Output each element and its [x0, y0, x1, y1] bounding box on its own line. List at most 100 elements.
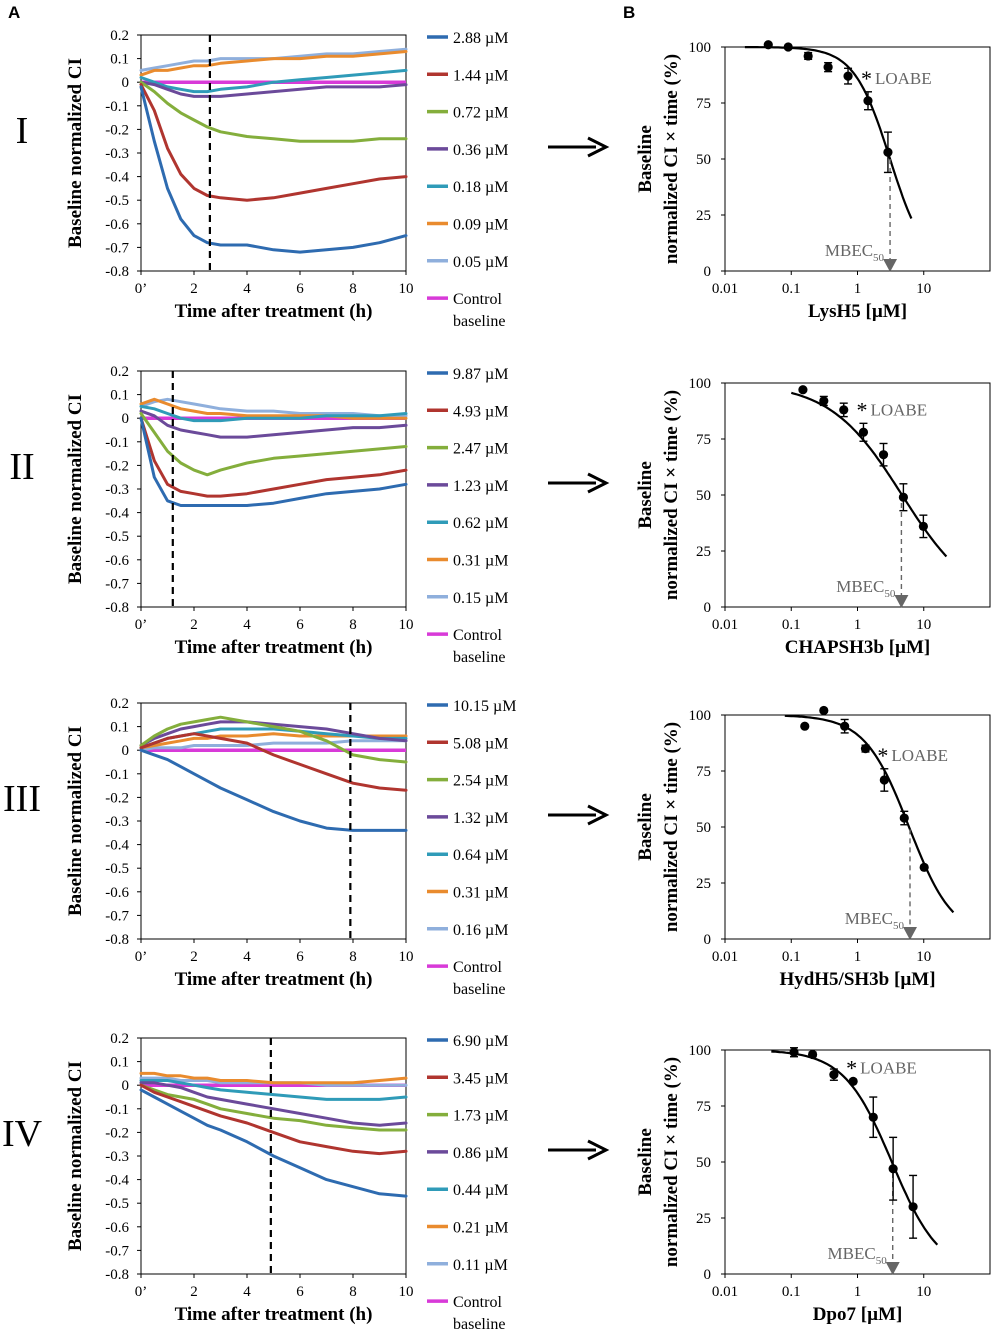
x-tick-label: 10 — [916, 617, 931, 633]
series-line — [139, 1083, 408, 1156]
dose-response-chart: 0 25 50 75 100 0.01 0.1 1 10 HydH5/SH3b [µM] Basel… — [635, 705, 991, 990]
x-tick-label: 1 — [854, 617, 862, 633]
x-tick-label: 10 — [399, 949, 414, 965]
y-tick-label: -0.7 — [105, 1243, 129, 1259]
y-tick-label: 50 — [696, 152, 711, 168]
legend-label: 0.36 µM — [453, 142, 508, 159]
x-tick-label: 6 — [296, 949, 304, 965]
series-line — [139, 1079, 408, 1101]
y-tick-label: 0 — [704, 932, 712, 948]
series-line — [139, 80, 408, 98]
y-tick-label: 100 — [689, 1043, 712, 1059]
series-line — [139, 409, 408, 439]
y-tick-label: -0.4 — [105, 838, 129, 854]
y-tick-label: 0 — [704, 600, 712, 616]
y-tick-label: 75 — [696, 432, 711, 448]
mbec-label-subscript: 50 — [876, 1255, 888, 1267]
legend-label-control-2: baseline — [453, 649, 505, 666]
plot-area — [724, 1049, 991, 1275]
y-tick-label: 0 — [122, 411, 130, 427]
series-line — [139, 1076, 408, 1087]
data-point — [803, 51, 813, 61]
data-point — [858, 427, 869, 437]
x-axis-title: HydH5/SH3b [µM] — [779, 969, 935, 990]
mbec-label-text: MBEC — [828, 1244, 876, 1263]
legend-label-control: Control — [453, 627, 502, 644]
x-axis-title: Dpo7 [µM] — [813, 1304, 903, 1325]
y-tick-label: 0 — [122, 743, 130, 759]
panel-letter-a: A — [8, 3, 20, 22]
series-line — [139, 748, 408, 832]
arrow-head-icon — [587, 136, 610, 158]
data-point — [878, 450, 889, 460]
legend-label-control-2: baseline — [453, 981, 505, 998]
loabe-label: LOABE — [860, 1058, 917, 1077]
mbec-label-text: MBEC — [845, 909, 893, 928]
y-tick-label: 25 — [696, 544, 711, 560]
data-point — [908, 1202, 918, 1212]
legend-label: 0.11 µM — [453, 1257, 508, 1274]
x-tick-label: 2 — [190, 1284, 198, 1300]
legend-label: 0.09 µM — [453, 217, 508, 234]
mbec-arrow-icon — [883, 259, 898, 272]
y-tick-label: -0.2 — [105, 122, 129, 138]
legend-label: 5.08 µM — [453, 735, 508, 752]
plot-area — [724, 46, 991, 272]
plot-area — [140, 34, 407, 272]
x-axis-title: Time after treatment (h) — [175, 1304, 373, 1325]
x-tick-label: 0.1 — [782, 949, 801, 965]
x-tick-label: 4 — [243, 1284, 251, 1300]
x-tick-label: 10 — [916, 949, 931, 965]
y-axis-title-line2: normalized CI × time (%) — [661, 722, 682, 932]
y-tick-label: -0.4 — [105, 506, 129, 522]
data-point — [879, 775, 889, 785]
y-tick-label: 75 — [696, 764, 711, 780]
x-tick-label: 10 — [916, 281, 931, 297]
series-line — [139, 1071, 408, 1085]
legend-label: 0.72 µM — [453, 105, 508, 122]
x-tick-label: 1 — [854, 949, 862, 965]
y-tick-label: -0.8 — [105, 264, 129, 280]
y-tick-label: 0.1 — [110, 52, 129, 68]
legend-label-control-2: baseline — [453, 313, 505, 330]
panel-letter-b: B — [623, 3, 635, 22]
mbec-label-subscript: 50 — [884, 588, 896, 600]
x-tick-label: 0.01 — [712, 617, 738, 633]
y-tick-label: 0.1 — [110, 1055, 129, 1071]
data-point — [819, 396, 829, 406]
x-tick-label: 8 — [349, 949, 357, 965]
series-line — [139, 739, 408, 752]
y-tick-label: -0.6 — [105, 217, 129, 233]
series-line — [139, 732, 408, 792]
data-point — [918, 521, 928, 531]
y-tick-label: 75 — [696, 96, 711, 112]
x-tick-label: 10 — [916, 1284, 931, 1300]
row-label: II — [9, 446, 34, 488]
y-tick-label: -0.8 — [105, 600, 129, 616]
line-chart: 0.2 0.1 0 -0.1 -0.2 -0.3 -0.4 -0.5 -0.6 -0.7 -0.8 0… — [65, 1031, 508, 1333]
y-tick-label: -0.3 — [105, 482, 129, 498]
mbec-arrow-icon — [902, 927, 917, 940]
y-tick-label: 100 — [689, 708, 712, 724]
x-tick-label: 0’ — [135, 281, 148, 297]
y-tick-label: 0 — [122, 75, 130, 91]
legend-label: 2.47 µM — [453, 441, 508, 458]
data-point — [919, 862, 929, 872]
data-point — [863, 96, 873, 106]
data-point — [840, 721, 850, 731]
loabe-label: LOABE — [891, 746, 948, 765]
y-axis-title: Baseline normalized CI — [65, 1061, 86, 1251]
series-line — [139, 720, 408, 747]
legend-label-control: Control — [453, 1294, 502, 1311]
series-line — [139, 397, 408, 418]
legend-label: 0.62 µM — [453, 515, 508, 532]
y-tick-label: -0.7 — [105, 576, 129, 592]
line-chart: 0.2 0.1 0 -0.1 -0.2 -0.3 -0.4 -0.5 -0.6 -0.7 -0.8 0… — [65, 28, 508, 330]
arrow-head-icon — [587, 472, 610, 494]
arrow-head-icon — [587, 1139, 610, 1161]
legend-label-control: Control — [453, 291, 502, 308]
y-tick-label: -0.8 — [105, 1267, 129, 1283]
data-point — [899, 813, 909, 823]
y-tick-label: -0.1 — [105, 1102, 129, 1118]
series-line — [139, 85, 408, 254]
